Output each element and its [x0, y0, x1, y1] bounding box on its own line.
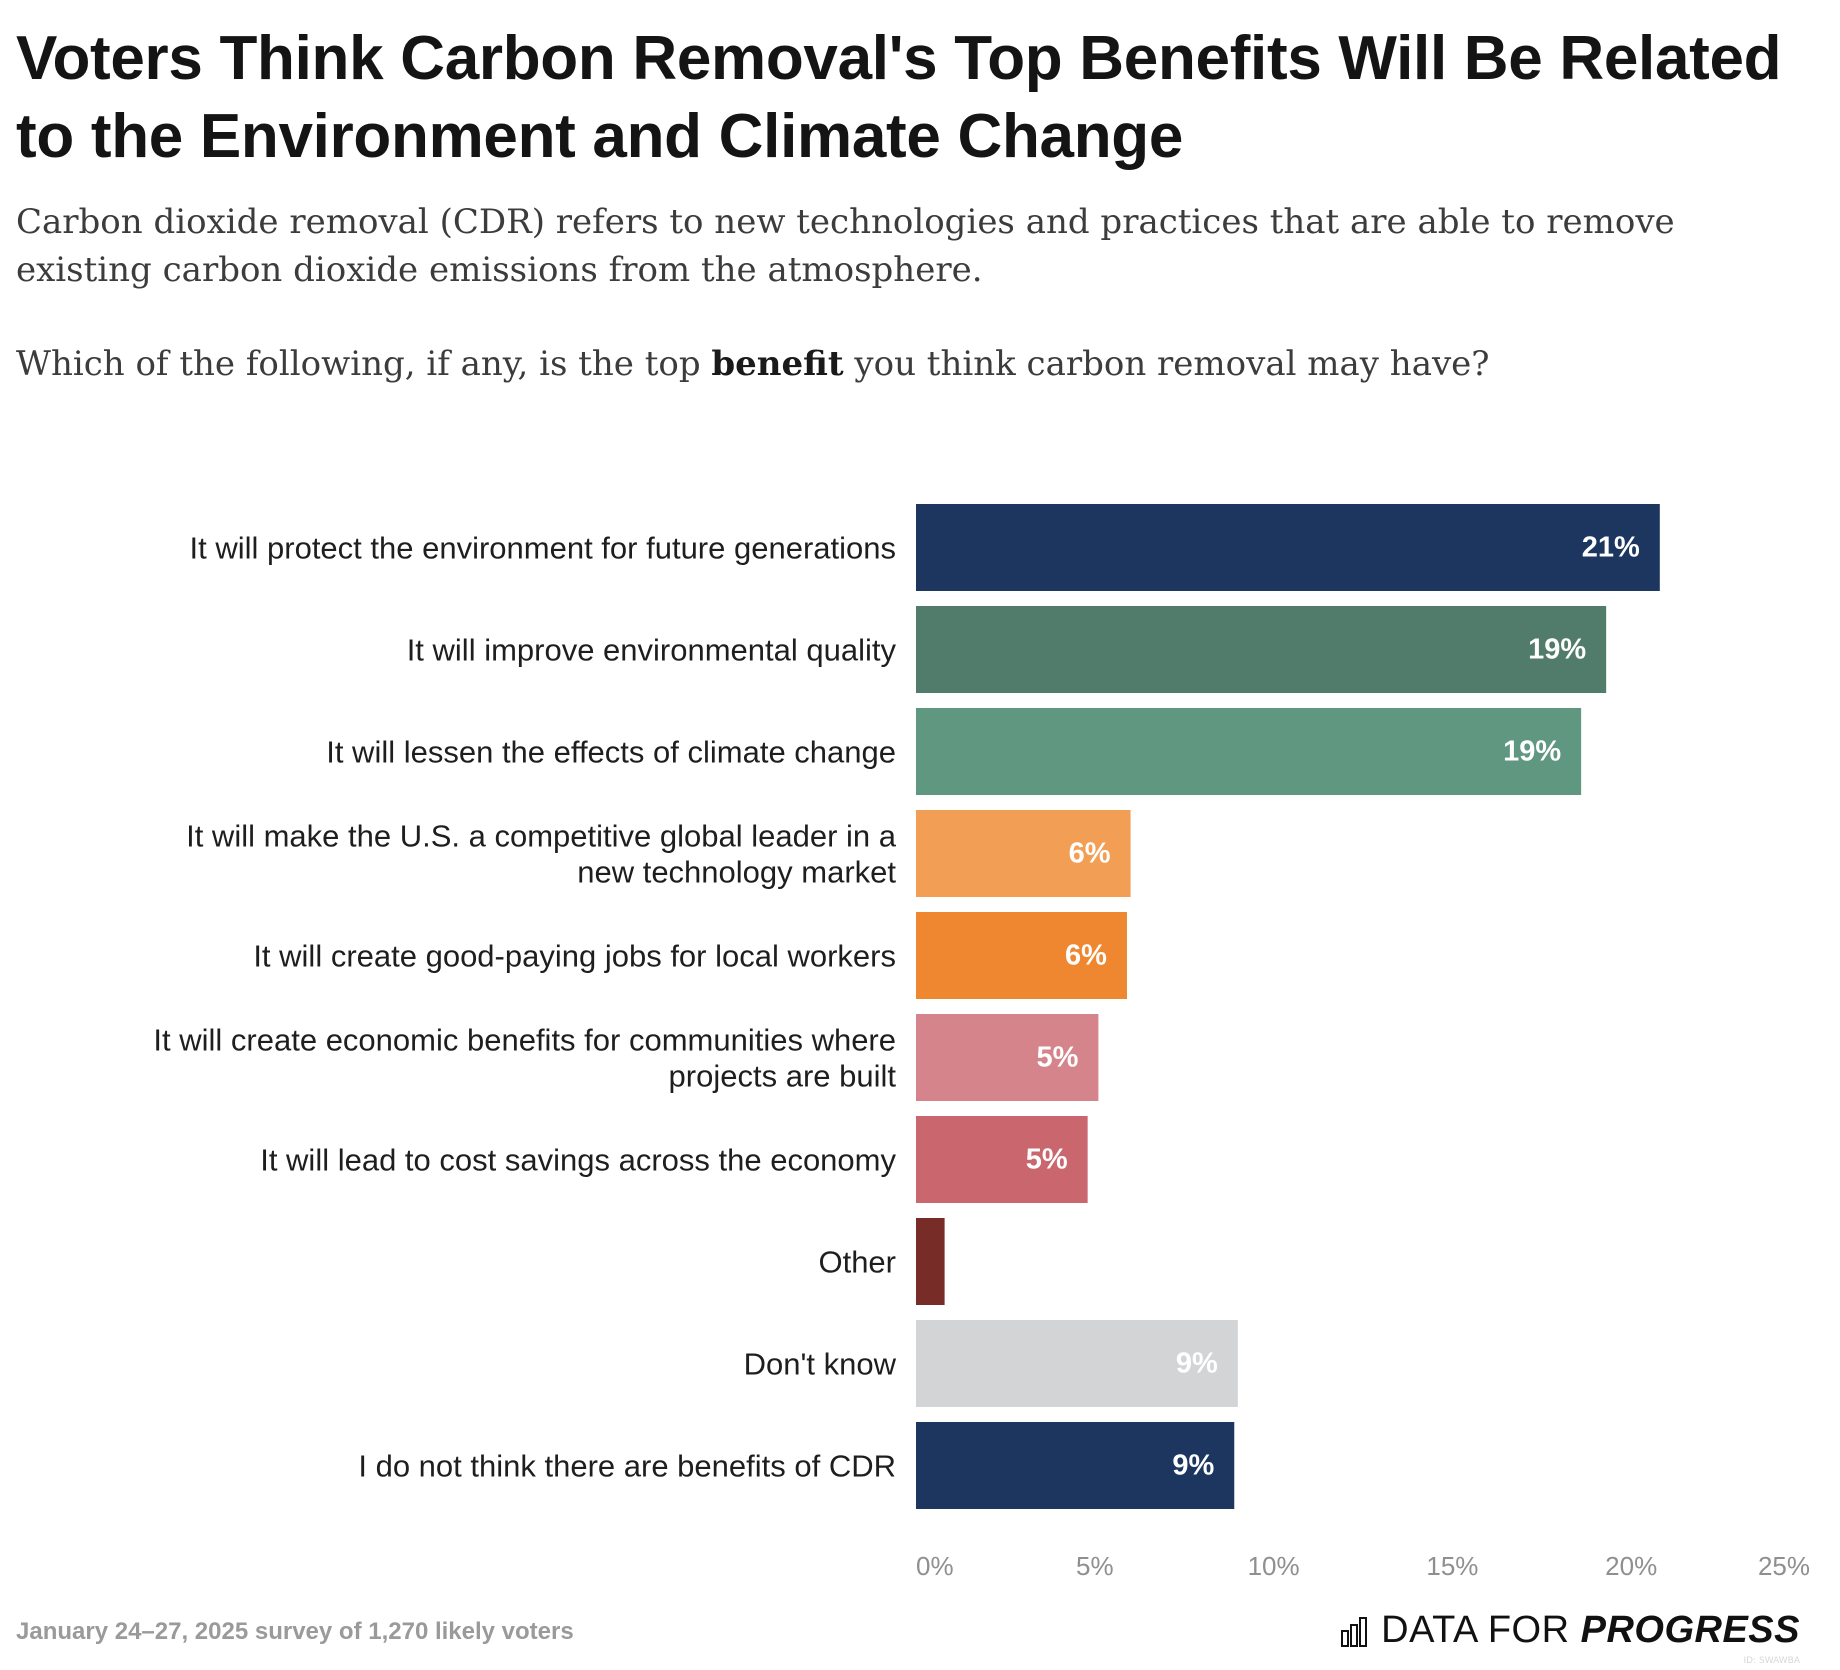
category-label-line: It will lead to cost savings across the … [260, 1142, 896, 1177]
bar [916, 912, 1127, 999]
bar [916, 1218, 945, 1305]
value-label: 21% [1582, 532, 1640, 564]
category-label-line: Other [818, 1244, 896, 1279]
bar [916, 606, 1607, 693]
category-label-line: Don't know [744, 1346, 897, 1381]
survey-footnote: January 24–27, 2025 survey of 1,270 like… [16, 1618, 574, 1645]
bar [916, 708, 1582, 795]
value-label: 19% [1503, 736, 1561, 768]
value-label: 5% [1036, 1042, 1078, 1074]
category-label: It will protect the environment for futu… [190, 530, 896, 565]
question-text-end: you think carbon removal may have? [843, 344, 1490, 384]
category-label: Other [818, 1244, 896, 1279]
x-tick-label: 10% [1248, 1551, 1300, 1581]
chart-id: ID: SWAWBA [1743, 1656, 1801, 1666]
brand-name-strong: PROGRESS [1580, 1608, 1800, 1651]
category-label-line: new technology market [577, 854, 896, 889]
bar-chart-logo-icon [1341, 1617, 1368, 1647]
bar [916, 810, 1131, 897]
value-label: 19% [1528, 634, 1586, 666]
category-label-line: I do not think there are benefits of CDR [358, 1448, 896, 1483]
value-label: 5% [1026, 1144, 1068, 1176]
bar [916, 504, 1660, 591]
chart-title: Voters Think Carbon Removal's Top Benefi… [16, 24, 1782, 171]
bar [916, 1014, 1099, 1101]
category-label: It will lessen the effects of climate ch… [326, 734, 896, 769]
x-tick-label: 15% [1426, 1551, 1478, 1581]
value-label: 9% [1172, 1450, 1214, 1482]
x-tick-label: 20% [1605, 1551, 1657, 1581]
bar-chart: It will protect the environment for futu… [153, 504, 1810, 1581]
chart-subtitle: Carbon dioxide removal (CDR) refers to n… [16, 202, 1675, 290]
category-label: I do not think there are benefits of CDR [358, 1448, 896, 1483]
category-label: It will create economic benefits for com… [153, 1022, 896, 1093]
value-label: 9% [1176, 1348, 1218, 1380]
survey-question: Which of the following, if any, is the t… [16, 340, 1816, 388]
brand-logo: DATA FOR PROGRESS [1341, 1608, 1800, 1652]
question-text-start: Which of the following, if any, is the t… [16, 344, 712, 384]
category-label-line: It will make the U.S. a competitive glob… [186, 818, 897, 853]
category-label-line: projects are built [669, 1058, 897, 1093]
category-label-line: It will protect the environment for futu… [190, 530, 896, 565]
category-label: It will lead to cost savings across the … [260, 1142, 896, 1177]
category-label: Don't know [744, 1346, 897, 1381]
x-tick-label: 25% [1758, 1551, 1810, 1581]
category-label-line: It will create economic benefits for com… [153, 1022, 896, 1057]
category-label-line: It will improve environmental quality [407, 632, 897, 667]
brand-name-plain: DATA FOR [1381, 1608, 1581, 1651]
category-label: It will make the U.S. a competitive glob… [186, 818, 897, 889]
category-label: It will create good-paying jobs for loca… [253, 938, 896, 973]
bar [916, 1116, 1088, 1203]
x-tick-label: 0% [916, 1551, 954, 1581]
value-label: 6% [1069, 838, 1111, 870]
question-emphasis: benefit [711, 344, 844, 384]
category-label-line: It will create good-paying jobs for loca… [253, 938, 896, 973]
value-label: 6% [1065, 940, 1107, 972]
brand-name: DATA FOR PROGRESS [1381, 1609, 1800, 1652]
category-label: It will improve environmental quality [407, 632, 897, 667]
category-label-line: It will lessen the effects of climate ch… [326, 734, 896, 769]
bar [916, 1422, 1235, 1509]
bar [916, 1320, 1238, 1407]
x-tick-label: 5% [1076, 1551, 1114, 1581]
